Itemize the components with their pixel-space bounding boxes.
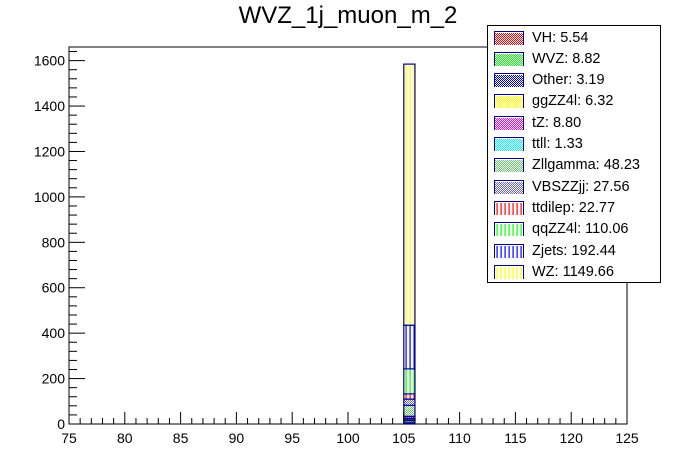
legend-label: ttll: 1.33 [532, 136, 583, 152]
legend-swatch [494, 200, 524, 215]
x-tick-label: 105 [392, 430, 416, 446]
legend-swatch [494, 51, 524, 66]
legend-swatch [494, 264, 524, 279]
legend-label: ttdilep: 22.77 [532, 199, 616, 216]
x-tick-label: 110 [448, 430, 471, 446]
x-tick-label: 125 [615, 430, 639, 446]
legend-item-ggZZ4l: ggZZ4l: 6.32 [488, 91, 613, 112]
legend-item-Zjets: Zjets: 192.44 [488, 240, 616, 261]
x-tick-label: 120 [560, 430, 584, 446]
legend-label: VBSZZjj: 27.56 [532, 178, 630, 195]
y-tick-label: 1200 [34, 143, 65, 159]
legend-item-WZ: WZ: 1149.66 [488, 261, 614, 282]
legend-label: tZ: 8.80 [532, 114, 582, 131]
legend-item-tZ: tZ: 8.80 [488, 112, 581, 133]
legend-swatch [494, 243, 524, 258]
chart-title: WVZ_1j_muon_m_2 [238, 2, 458, 29]
bar-qqZZ4l [403, 368, 416, 395]
y-tick-label: 0 [57, 416, 65, 432]
x-tick-label: 115 [504, 430, 527, 446]
legend: VH: 5.54 WVZ: 8.82 Other: 3.19 ggZZ4l: 6.32… [487, 25, 661, 283]
x-tick-label: 85 [173, 430, 189, 446]
legend-swatch [494, 222, 524, 237]
x-tick-label: 100 [336, 430, 360, 446]
legend-swatch [494, 94, 524, 109]
legend-label: Other: 3.19 [532, 72, 605, 89]
legend-item-Zllgamma: Zllgamma: 48.23 [488, 155, 640, 176]
legend-swatch [494, 115, 524, 130]
bar-VBSZZjj [403, 398, 416, 406]
legend-item-VH: VH: 5.54 [488, 27, 588, 48]
y-tick-label: 200 [42, 371, 66, 387]
legend-label: ggZZ4l: 6.32 [532, 93, 614, 110]
legend-swatch [494, 179, 524, 194]
legend-swatch [494, 30, 524, 45]
legend-item-qqZZ4l: qqZZ4l: 110.06 [488, 219, 628, 240]
legend-swatch [494, 158, 524, 173]
y-tick-label: 1600 [34, 53, 65, 69]
x-tick-label: 95 [284, 430, 300, 446]
x-tick-label: 80 [117, 430, 133, 446]
legend-label: WZ: 1149.66 [532, 263, 614, 280]
legend-item-WVZ: WVZ: 8.82 [488, 48, 601, 69]
bar-Zllgamma [403, 404, 416, 417]
legend-label: WVZ: 8.82 [532, 50, 601, 67]
y-tick-label: 400 [42, 325, 66, 341]
legend-item-ttll: ttll: 1.33 [488, 134, 583, 155]
bar-WZ [403, 63, 416, 326]
x-tick-label: 90 [229, 430, 245, 446]
y-tick-label: 800 [42, 234, 66, 250]
legend-item-Other: Other: 3.19 [488, 70, 605, 91]
legend-item-VBSZZjj: VBSZZjj: 27.56 [488, 176, 630, 197]
legend-label: Zllgamma: 48.23 [532, 157, 640, 174]
legend-label: Zjets: 192.44 [532, 242, 616, 259]
y-tick-label: 1400 [34, 98, 65, 114]
legend-item-ttdilep: ttdilep: 22.77 [488, 197, 615, 218]
bar-Zjets [403, 324, 416, 370]
bar-ttdilep [403, 393, 416, 400]
legend-label: VH: 5.54 [532, 29, 589, 46]
y-tick-label: 1000 [34, 189, 65, 205]
legend-swatch [494, 137, 524, 151]
legend-label: qqZZ4l: 110.06 [532, 221, 629, 238]
x-tick-label: 75 [61, 430, 77, 446]
legend-swatch [494, 73, 524, 88]
y-tick-label: 600 [42, 280, 66, 296]
